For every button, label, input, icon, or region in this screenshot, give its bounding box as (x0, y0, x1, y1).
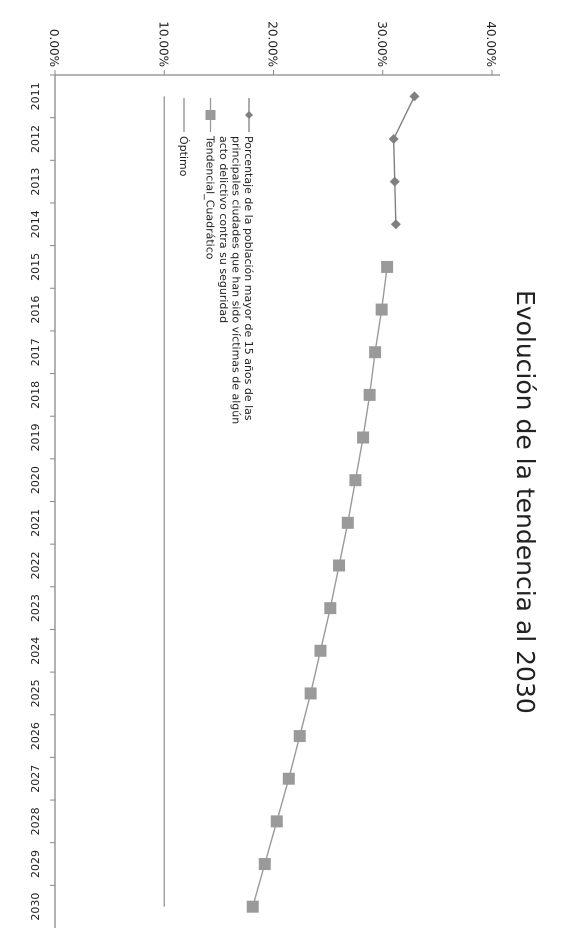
x-tick-label: 2020 (29, 466, 42, 494)
observed-point (389, 176, 400, 187)
trend-point (333, 559, 346, 572)
y-tick-label: 20.00% (266, 21, 280, 67)
observed-point (390, 219, 401, 230)
trend-point (246, 900, 259, 913)
observed-point (409, 91, 420, 102)
y-tick-label: 10.00% (156, 21, 170, 67)
observed-point (388, 133, 399, 144)
x-tick-label: 2012 (29, 125, 42, 153)
legend-diamond (245, 111, 253, 119)
legend-label: acto delictivo contra su seguridad (217, 136, 230, 323)
x-tick-label: 2017 (29, 338, 42, 366)
trend-point (363, 388, 376, 401)
x-tick-label: 2013 (29, 168, 42, 196)
x-tick-label: 2014 (29, 210, 42, 238)
trend-point (357, 431, 370, 444)
trend-point (314, 644, 327, 657)
x-tick-label: 2026 (29, 722, 42, 750)
legend-label: principales ciudades que han sido víctim… (230, 136, 243, 424)
trend-point (293, 730, 306, 743)
trend-point (349, 474, 362, 487)
legend-label: Óptimo (177, 136, 190, 177)
legend-label: Porcentaje de la población mayor de 15 a… (242, 136, 255, 421)
trend-point (341, 516, 354, 529)
x-tick-label: 2021 (29, 509, 42, 537)
y-tick-label: 0.00% (47, 29, 61, 67)
trend-point (324, 602, 337, 615)
x-tick-label: 2016 (29, 296, 42, 324)
trend-point (270, 815, 283, 828)
trend-point (282, 772, 295, 785)
trend-point (258, 858, 271, 871)
legend: Porcentaje de la población mayor de 15 a… (177, 98, 255, 424)
x-tick-label: 2019 (29, 424, 42, 452)
trend-point (304, 687, 317, 700)
y-tick-label: 30.00% (375, 21, 389, 67)
x-tick-label: 2018 (29, 381, 42, 409)
x-tick-label: 2015 (29, 253, 42, 281)
x-tick-label: 2011 (29, 82, 42, 110)
legend-label: Tendencial_Cuadrático (204, 135, 217, 260)
trend-series-line (252, 266, 388, 907)
x-tick-label: 2030 (29, 893, 42, 921)
x-tick-labels: 2011 2012 2013 2014 2015 2016 2017 2018 2019 2020… (29, 74, 55, 921)
rotated-chart-group: Evolución de la tendencia al 2030 0.00% 1… (29, 21, 540, 928)
x-tick-label: 2027 (29, 765, 42, 793)
trend-point (381, 260, 394, 273)
y-tick-label: 40.00% (484, 21, 498, 67)
observed-series-line (392, 96, 416, 225)
x-tick-label: 2024 (29, 637, 42, 665)
x-tick-label: 2023 (29, 594, 42, 622)
trend-point (375, 303, 388, 316)
trend-point (369, 346, 382, 359)
y-tick-labels: 0.00% 10.00% 20.00% 30.00% 40.00% (47, 21, 498, 75)
legend-square (205, 110, 216, 120)
x-tick-label: 2025 (29, 679, 42, 707)
chart-title: Evolución de la tendencia al 2030 (511, 290, 540, 714)
plot-area (163, 91, 420, 913)
x-tick-label: 2022 (29, 551, 42, 579)
x-tick-label: 2028 (29, 807, 42, 835)
x-tick-label: 2029 (29, 850, 42, 878)
